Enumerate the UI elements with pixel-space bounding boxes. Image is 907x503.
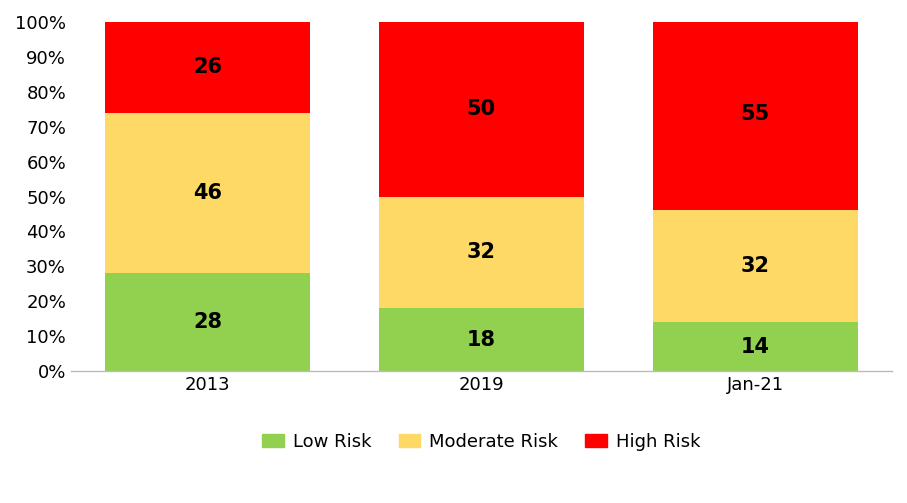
Text: 55: 55 [740, 105, 770, 124]
Text: 18: 18 [467, 329, 496, 350]
Bar [379, 308, 584, 371]
Bar [105, 113, 310, 273]
Text: 28: 28 [193, 312, 222, 332]
Text: 50: 50 [467, 99, 496, 119]
Bar [379, 22, 584, 197]
Bar [652, 19, 858, 210]
Text: 14: 14 [741, 337, 770, 357]
Bar [105, 22, 310, 113]
Bar [379, 197, 584, 308]
Text: 26: 26 [193, 57, 222, 77]
Bar [652, 322, 858, 371]
Text: 32: 32 [467, 242, 496, 263]
Bar [652, 210, 858, 322]
Legend: Low Risk, Moderate Risk, High Risk: Low Risk, Moderate Risk, High Risk [255, 426, 707, 458]
Text: 32: 32 [741, 257, 770, 276]
Bar [105, 273, 310, 371]
Text: 46: 46 [193, 183, 222, 203]
